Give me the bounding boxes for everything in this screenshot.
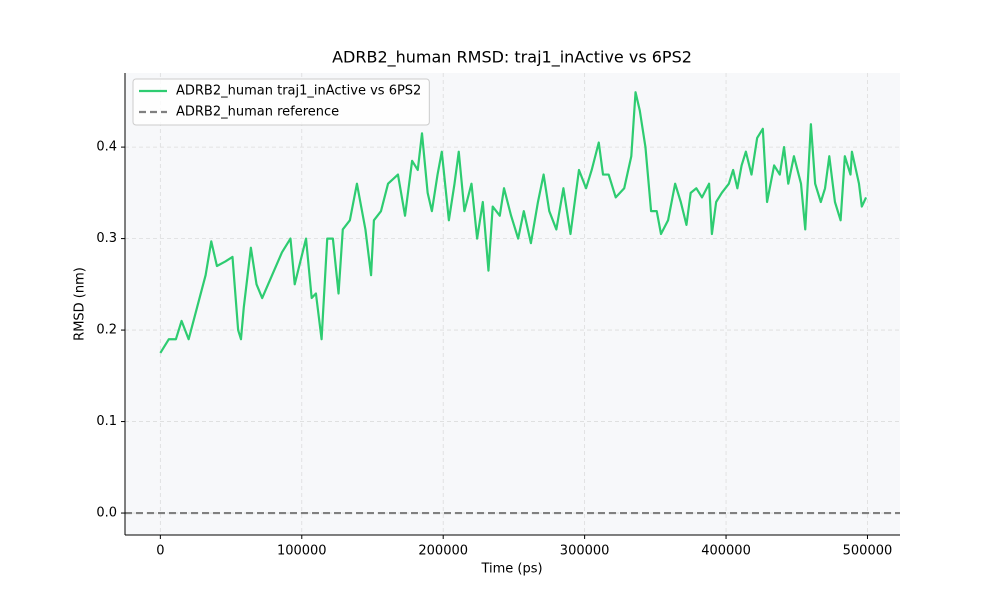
- grid: [125, 73, 900, 535]
- data-line: [159, 91, 868, 354]
- x-tick-label: 400000: [701, 544, 751, 559]
- y-tick-label: 0.4: [96, 140, 117, 155]
- legend: ADRB2_human traj1_inActive vs 6PS2 ADRB2_…: [132, 78, 430, 126]
- x-axis-label: Time (ps): [480, 562, 542, 577]
- y-tick-label: 0.1: [96, 414, 117, 429]
- legend-label: ADRB2_human reference: [176, 105, 339, 120]
- y-tick-label: 0.0: [96, 506, 117, 521]
- x-tick-label: 100000: [277, 544, 327, 559]
- x-tick-label: 500000: [843, 544, 893, 559]
- y-axis-label: RMSD (nm): [73, 267, 88, 341]
- legend-label: ADRB2_human traj1_inActive vs 6PS2: [176, 84, 421, 99]
- x-tick-label: 0: [156, 544, 164, 559]
- plot-area: [125, 73, 900, 535]
- marks: [125, 91, 900, 515]
- y-tick-label: 0.3: [96, 231, 117, 246]
- legend-box: [132, 78, 430, 126]
- y-tick-label: 0.2: [96, 323, 117, 338]
- x-tick-label: 300000: [560, 544, 610, 559]
- x-tick-label: 200000: [418, 544, 468, 559]
- chart-title: ADRB2_human RMSD: traj1_inActive vs 6PS2: [332, 48, 692, 68]
